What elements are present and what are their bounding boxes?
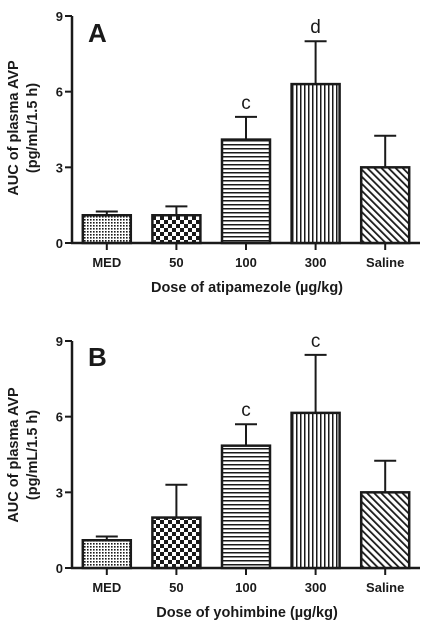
significance-label: d	[310, 17, 321, 38]
y-tick-label: 0	[56, 236, 63, 251]
y-axis-label-line-1: AUC of plasma AVP	[6, 387, 22, 523]
bar	[359, 491, 411, 570]
bar	[151, 214, 202, 245]
x-axis-label: Dose of atipamezole (µg/kg)	[151, 280, 343, 296]
plot-area: 0 3 6 9 MED 50 100 c 300 c Saline	[56, 331, 420, 595]
bar	[151, 516, 202, 570]
significance-label: c	[241, 400, 251, 421]
x-tick-label: Saline	[366, 255, 404, 270]
y-axis-label: AUC of plasma AVP (pg/mL/1.5 h)	[6, 387, 41, 523]
y-axis-label-line-2: (pg/mL/1.5 h)	[25, 83, 41, 173]
bar	[81, 539, 133, 570]
bar	[359, 166, 411, 245]
panel-letter: A	[88, 18, 107, 48]
x-tick-label: 50	[169, 255, 183, 270]
y-tick-label: 3	[56, 485, 63, 500]
plot-area: 0 3 6 9 MED 50 100 c 300 d Saline	[56, 9, 420, 270]
significance-label: c	[241, 93, 251, 114]
panel-b: B AUC of plasma AVP (pg/mL/1.5 h) Dose o…	[6, 331, 420, 621]
bar	[81, 214, 133, 245]
panel-a: A AUC of plasma AVP (pg/mL/1.5 h) Dose o…	[6, 9, 420, 296]
bar	[220, 444, 272, 570]
y-axis-label-line-1: AUC of plasma AVP	[6, 60, 22, 196]
y-tick-label: 6	[56, 410, 63, 425]
panel-letter: B	[88, 342, 107, 372]
x-tick-label: 100	[235, 255, 257, 270]
significance-label: c	[311, 331, 321, 352]
x-tick-label: 50	[169, 580, 183, 595]
x-tick-label: MED	[92, 580, 121, 595]
x-tick-label: 300	[305, 255, 327, 270]
y-tick-label: 9	[56, 9, 63, 24]
y-tick-label: 9	[56, 334, 63, 349]
x-tick-label: Saline	[366, 580, 404, 595]
x-axis-label: Dose of yohimbine (µg/kg)	[156, 605, 338, 621]
y-tick-label: 3	[56, 160, 63, 175]
x-tick-label: MED	[92, 255, 121, 270]
y-tick-label: 6	[56, 85, 63, 100]
bar	[290, 82, 341, 245]
bar	[220, 138, 272, 245]
x-tick-label: 300	[305, 580, 327, 595]
y-tick-label: 0	[56, 561, 63, 576]
x-tick-label: 100	[235, 580, 257, 595]
bar	[290, 411, 341, 570]
y-axis-label: AUC of plasma AVP (pg/mL/1.5 h)	[6, 60, 41, 196]
y-axis-label-line-2: (pg/mL/1.5 h)	[25, 410, 41, 500]
